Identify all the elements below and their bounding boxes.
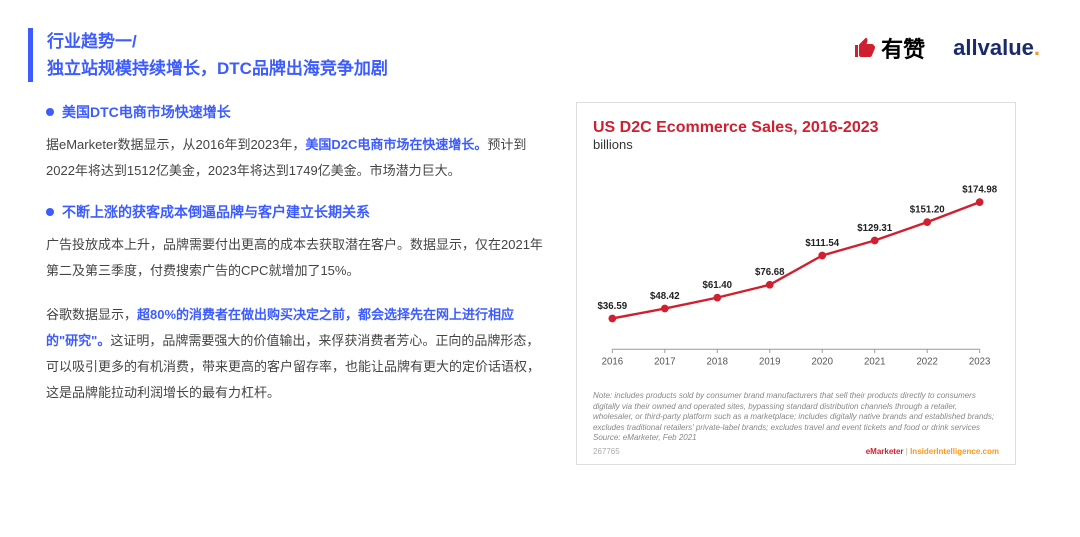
chart-container: US D2C Ecommerce Sales, 2016-2023 billio… bbox=[576, 102, 1016, 465]
section2-heading: 不断上涨的获客成本倒逼品牌与客户建立长期关系 bbox=[46, 202, 546, 222]
svg-text:$174.98: $174.98 bbox=[962, 185, 998, 196]
section1-para: 据eMarketer数据显示，从2016年到2023年，美国D2C电商市场在快速… bbox=[46, 132, 546, 184]
svg-text:2023: 2023 bbox=[969, 357, 990, 368]
thumbs-up-icon bbox=[853, 36, 877, 60]
svg-text:$111.54: $111.54 bbox=[805, 238, 839, 249]
title-line2: 独立站规模持续增长，DTC品牌出海竞争加剧 bbox=[47, 55, 388, 82]
chart-footer-brand-b: InsiderIntelligence.com bbox=[910, 447, 999, 456]
svg-text:$36.59: $36.59 bbox=[598, 301, 628, 312]
chart-subtitle: billions bbox=[593, 137, 999, 152]
section3-text-a: 谷歌数据显示， bbox=[46, 307, 137, 322]
svg-text:2022: 2022 bbox=[916, 357, 937, 368]
section2-heading-text: 不断上涨的获客成本倒逼品牌与客户建立长期关系 bbox=[62, 202, 370, 222]
svg-text:2021: 2021 bbox=[864, 357, 885, 368]
section1-text-a: 据eMarketer数据显示，从2016年到2023年， bbox=[46, 137, 305, 152]
section3-para: 谷歌数据显示，超80%的消费者在做出购买决定之前，都会选择先在网上进行相应 的"… bbox=[46, 302, 546, 406]
chart-footer-left: 267765 bbox=[593, 447, 620, 456]
title-block: 行业趋势一/ 独立站规模持续增长，DTC品牌出海竞争加剧 bbox=[28, 28, 388, 82]
section1-heading-text: 美国DTC电商市场快速增长 bbox=[62, 102, 231, 122]
svg-text:$129.31: $129.31 bbox=[857, 223, 893, 234]
content: 美国DTC电商市场快速增长 据eMarketer数据显示，从2016年到2023… bbox=[0, 82, 1080, 465]
section3-text-b: 这证明，品牌需要强大的价值输出，来俘获消费者芳心。正向的品牌形态，可以吸引更多的… bbox=[46, 333, 540, 400]
chart-footer-brand-a: eMarketer bbox=[866, 447, 904, 456]
svg-text:$151.20: $151.20 bbox=[910, 205, 945, 216]
svg-text:2017: 2017 bbox=[654, 357, 675, 368]
svg-text:2020: 2020 bbox=[811, 357, 832, 368]
svg-text:$48.42: $48.42 bbox=[650, 291, 680, 302]
title-line1: 行业趋势一/ bbox=[47, 28, 388, 55]
svg-text:$76.68: $76.68 bbox=[755, 267, 785, 278]
logos: 有赞 allvalue. bbox=[853, 32, 1040, 64]
svg-text:2018: 2018 bbox=[707, 357, 728, 368]
allvalue-text: allvalue bbox=[953, 35, 1034, 60]
chart-title: US D2C Ecommerce Sales, 2016-2023 bbox=[593, 119, 999, 137]
allvalue-dot: . bbox=[1034, 35, 1040, 60]
bullet-icon bbox=[46, 208, 54, 216]
chart-note: Note: includes products sold by consumer… bbox=[593, 391, 999, 443]
allvalue-logo: allvalue. bbox=[953, 35, 1040, 61]
chart-footer: 267765 eMarketer | InsiderIntelligence.c… bbox=[593, 447, 999, 456]
chart-footer-right: eMarketer | InsiderIntelligence.com bbox=[866, 447, 999, 456]
svg-text:2016: 2016 bbox=[602, 357, 623, 368]
bullet-icon bbox=[46, 108, 54, 116]
section1-heading: 美国DTC电商市场快速增长 bbox=[46, 102, 546, 122]
section1-highlight: 美国D2C电商市场在快速增长。 bbox=[305, 137, 487, 152]
svg-text:$61.40: $61.40 bbox=[703, 280, 733, 291]
left-column: 美国DTC电商市场快速增长 据eMarketer数据显示，从2016年到2023… bbox=[46, 102, 546, 465]
section2-para: 广告投放成本上升，品牌需要付出更高的成本去获取潜在客户。数据显示，仅在2021年… bbox=[46, 232, 546, 284]
svg-text:2019: 2019 bbox=[759, 357, 780, 368]
header: 行业趋势一/ 独立站规模持续增长，DTC品牌出海竞争加剧 有赞 allvalue… bbox=[0, 0, 1080, 82]
youzan-text: 有赞 bbox=[881, 32, 925, 64]
youzan-logo: 有赞 bbox=[853, 32, 925, 64]
line-chart: $36.59 2016 $48.42 2017 $61.40 2018 $76.68 2019… bbox=[593, 160, 999, 380]
